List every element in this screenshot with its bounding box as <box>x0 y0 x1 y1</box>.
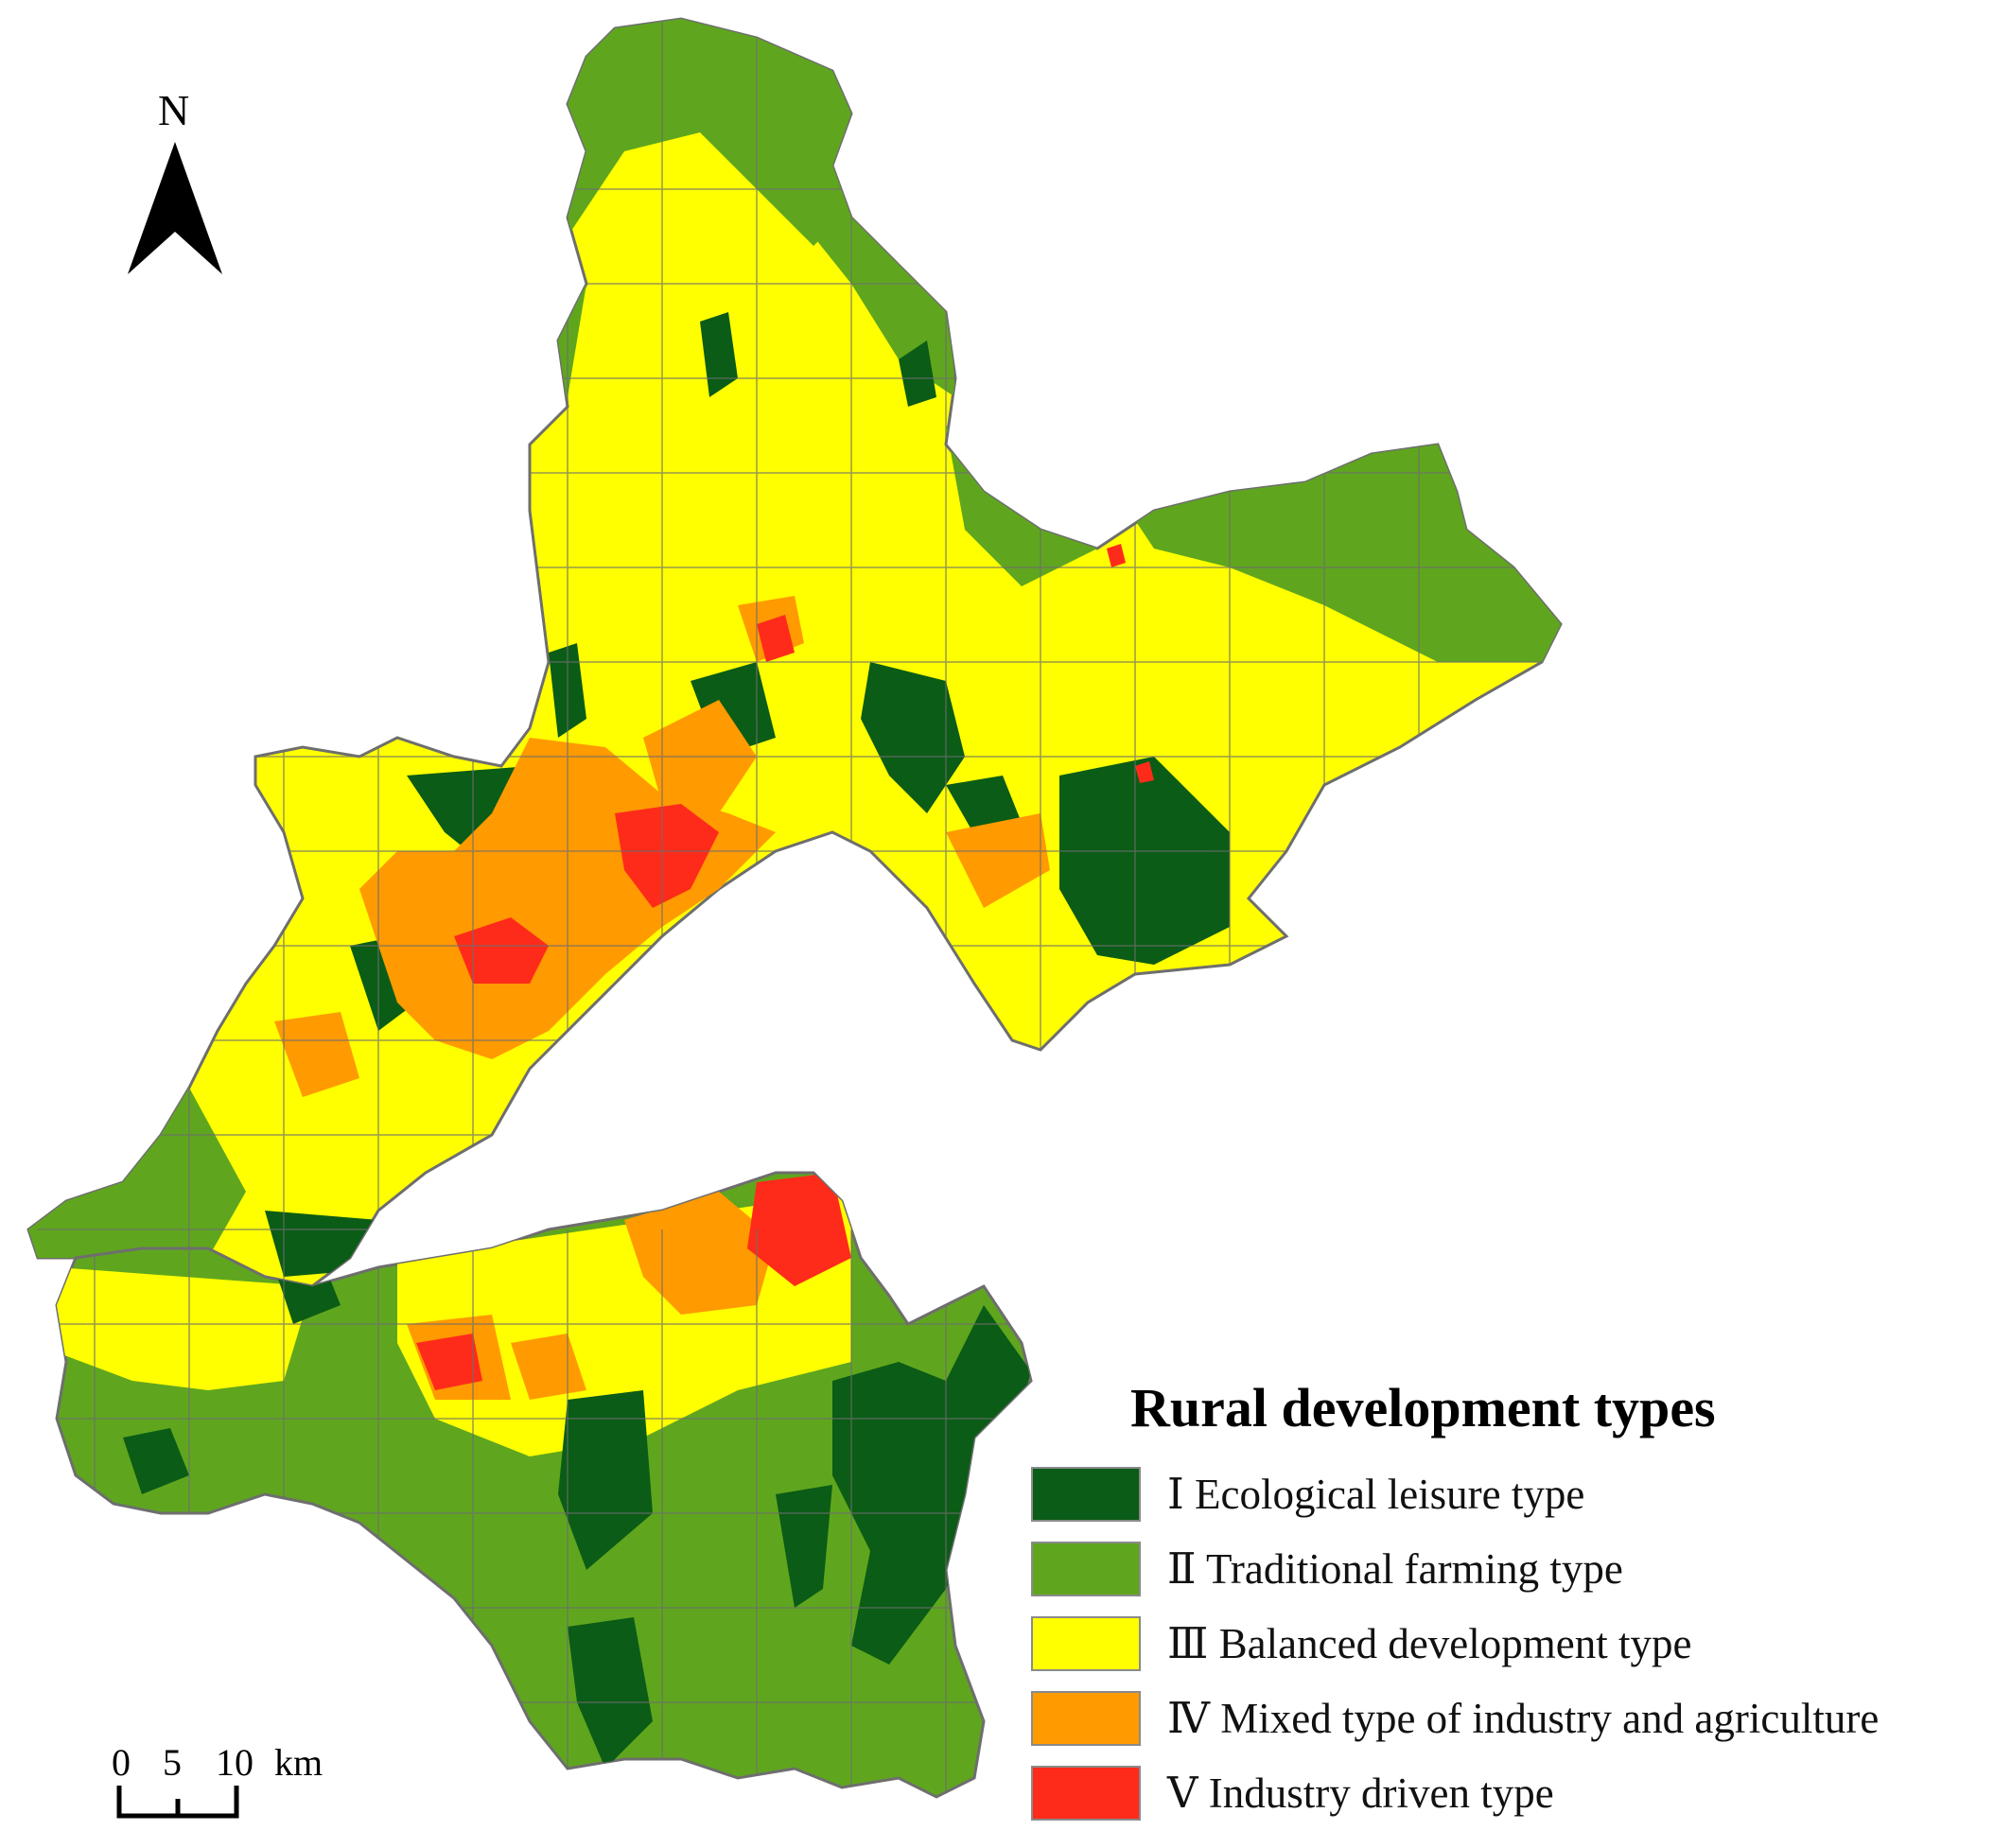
legend-swatch <box>1031 1615 1141 1671</box>
legend-item-balanced-development: Ⅲ Balanced development type <box>1031 1606 2005 1681</box>
scale-bar-line <box>116 1786 239 1819</box>
legend-label: Ⅲ Balanced development type <box>1167 1620 1692 1667</box>
scale-tick-5: 5 <box>163 1741 182 1784</box>
southern-region <box>55 1171 1033 1799</box>
legend-label: Ⅳ Mixed type of industry and agriculture <box>1167 1695 1880 1742</box>
north-label: N <box>158 86 190 134</box>
legend-item-industry-driven: Ⅴ Industry driven type <box>1031 1755 2005 1830</box>
legend-swatch <box>1031 1541 1141 1596</box>
legend-swatch <box>1031 1765 1141 1821</box>
legend-item-traditional-farming: Ⅱ Traditional farming type <box>1031 1531 2005 1606</box>
legend-label: Ⅴ Industry driven type <box>1167 1770 1554 1817</box>
legend-item-ecological-leisure: Ⅰ Ecological leisure type <box>1031 1456 2005 1531</box>
legend-item-mixed-industry-agriculture: Ⅳ Mixed type of industry and agriculture <box>1031 1681 2005 1755</box>
north-arrow-icon <box>128 142 222 274</box>
legend-title: Rural development types <box>1130 1377 1716 1438</box>
legend-label: Ⅰ Ecological leisure type <box>1167 1471 1585 1518</box>
scale-tick-10: 10 <box>216 1741 254 1784</box>
scale-tick-0: 0 <box>112 1741 131 1784</box>
legend-swatch <box>1031 1690 1141 1746</box>
legend: Rural development types Ⅰ Ecological lei… <box>1031 1376 2005 1830</box>
legend-label: Ⅱ Traditional farming type <box>1167 1545 1623 1593</box>
northern-region <box>26 17 1563 1288</box>
legend-swatch <box>1031 1466 1141 1522</box>
scale-unit: km <box>274 1741 324 1784</box>
